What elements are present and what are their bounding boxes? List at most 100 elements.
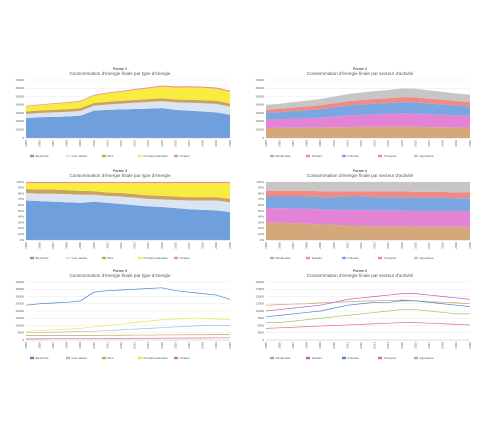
- legend-label: Bois: [108, 356, 114, 360]
- legend-label: Électricité: [36, 255, 49, 260]
- x-tick-label: 2014: [146, 140, 150, 147]
- x-tick-label: 2014: [386, 242, 390, 249]
- line: [266, 309, 470, 323]
- legend-swatch: [138, 356, 142, 360]
- x-tick-label: 2011: [345, 342, 349, 349]
- area: [266, 196, 470, 211]
- x-tick-label: 2006: [277, 140, 281, 147]
- x-tick-label: 2007: [51, 140, 55, 147]
- chart-label: Forme 4: [353, 169, 367, 173]
- x-tick-label: 2005: [264, 140, 268, 147]
- legend-swatch: [342, 356, 346, 360]
- x-tick-label: 2019: [454, 140, 458, 147]
- x-tick-label: 2006: [277, 242, 281, 249]
- x-tick-label: 2018: [441, 342, 445, 349]
- x-tick-label: 2016: [173, 242, 177, 249]
- x-tick-label: 2015: [160, 342, 164, 349]
- x-tick-label: 2020: [228, 140, 232, 147]
- legend-label: Gaz naturel: [72, 356, 88, 360]
- x-tick-label: 2011: [105, 140, 109, 147]
- x-tick-label: 2020: [468, 140, 472, 147]
- y-tick-label: 60%: [258, 203, 264, 207]
- legend-swatch: [306, 256, 310, 260]
- x-tick-label: 2014: [386, 342, 390, 349]
- legend-label: Résidentiel: [276, 154, 291, 158]
- area: [26, 183, 230, 199]
- area: [26, 188, 230, 203]
- legend-swatch: [378, 356, 382, 360]
- y-tick-label: 0: [262, 338, 264, 342]
- area: [26, 85, 230, 107]
- area: [266, 222, 470, 240]
- y-tick-label: 5000: [257, 323, 264, 327]
- area: [26, 86, 230, 112]
- y-tick-label: 15000: [16, 316, 25, 320]
- y-tick-label: 20000: [16, 309, 25, 313]
- legend-label: Chaleur: [180, 256, 191, 260]
- x-tick-label: 2017: [427, 342, 431, 349]
- x-tick-label: 2006: [37, 242, 41, 249]
- y-tick-label: 70%: [258, 197, 264, 201]
- area: [266, 126, 470, 138]
- y-tick-label: 80%: [18, 191, 24, 195]
- x-tick-label: 2007: [291, 242, 295, 249]
- legend-label: Produits pétroliers: [144, 356, 169, 360]
- x-tick-label: 2014: [146, 342, 150, 349]
- y-tick-label: 10000: [256, 309, 265, 313]
- y-tick-label: 7500: [257, 316, 264, 320]
- x-tick-label: 2020: [228, 242, 232, 249]
- area: [26, 98, 230, 114]
- line: [25, 317, 231, 332]
- legend-label: Chaleur: [180, 356, 191, 360]
- legend-label: Agriculture: [420, 256, 435, 260]
- x-tick-label: 2013: [373, 342, 377, 349]
- chart-label: Forme 5: [113, 269, 127, 273]
- area: [266, 182, 470, 193]
- x-tick-label: 2007: [51, 242, 55, 249]
- x-tick-label: 2010: [92, 242, 96, 249]
- x-tick-label: 2015: [400, 242, 404, 249]
- y-tick-label: 20000: [256, 280, 265, 284]
- area: [266, 208, 470, 227]
- legend-swatch: [138, 154, 142, 158]
- legend-swatch: [378, 154, 382, 158]
- y-tick-label: 40000: [256, 103, 265, 107]
- x-tick-label: 2014: [146, 242, 150, 249]
- chart-title: Consommation d'énergie finale par secteu…: [307, 173, 414, 178]
- x-tick-label: 2005: [24, 140, 28, 147]
- legend-label: Chaleur: [180, 154, 191, 158]
- legend-label: Électricité: [36, 153, 49, 158]
- legend-swatch: [414, 256, 418, 260]
- x-tick-label: 2015: [160, 242, 164, 249]
- x-tick-label: 2017: [427, 140, 431, 147]
- y-tick-label: 0: [262, 136, 264, 140]
- y-tick-label: 60000: [16, 86, 25, 90]
- x-tick-label: 2008: [65, 242, 69, 249]
- chart-label: Forme 6: [353, 269, 367, 273]
- legend-label: Résidentiel: [276, 356, 291, 360]
- x-tick-label: 2011: [345, 242, 349, 249]
- y-tick-label: 30%: [18, 220, 24, 224]
- legend-label: Résidentiel: [276, 256, 291, 260]
- x-tick-label: 2018: [201, 140, 205, 147]
- x-tick-label: 2010: [332, 242, 336, 249]
- y-tick-label: 40%: [258, 215, 264, 219]
- legend-swatch: [270, 356, 274, 360]
- area: [26, 200, 230, 240]
- x-tick-label: 2012: [119, 242, 123, 249]
- x-tick-label: 2020: [468, 342, 472, 349]
- y-tick-label: 30000: [256, 111, 265, 115]
- x-tick-label: 2018: [201, 242, 205, 249]
- y-tick-label: 25000: [16, 302, 25, 306]
- area: [26, 193, 230, 213]
- x-tick-label: 2007: [291, 140, 295, 147]
- legend-swatch: [66, 154, 70, 158]
- x-tick-label: 2011: [105, 342, 109, 349]
- x-tick-label: 2013: [133, 342, 137, 349]
- x-tick-label: 2016: [413, 342, 417, 349]
- x-tick-label: 2015: [400, 342, 404, 349]
- chart-label: Forme 3: [113, 169, 127, 173]
- x-tick-label: 2005: [264, 342, 268, 349]
